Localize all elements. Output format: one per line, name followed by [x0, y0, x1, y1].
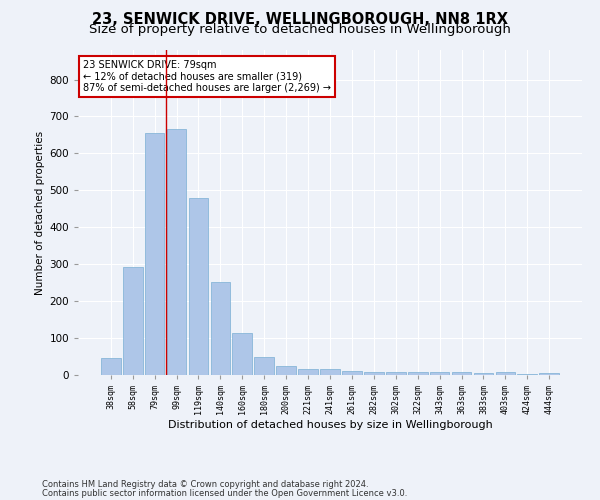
Bar: [123, 267, 143, 375]
Text: Contains HM Land Registry data © Crown copyright and database right 2024.: Contains HM Land Registry data © Crown c…: [42, 480, 368, 489]
Bar: [496, 372, 515, 375]
Bar: [539, 373, 559, 375]
Bar: [167, 130, 187, 375]
Bar: [101, 358, 121, 375]
Bar: [430, 372, 449, 375]
Bar: [342, 372, 362, 375]
Bar: [320, 370, 340, 375]
Bar: [452, 372, 472, 375]
X-axis label: Distribution of detached houses by size in Wellingborough: Distribution of detached houses by size …: [167, 420, 493, 430]
Bar: [145, 133, 164, 375]
Bar: [276, 366, 296, 375]
Bar: [408, 372, 428, 375]
Bar: [298, 370, 318, 375]
Text: Contains public sector information licensed under the Open Government Licence v3: Contains public sector information licen…: [42, 488, 407, 498]
Bar: [188, 198, 208, 375]
Text: 23, SENWICK DRIVE, WELLINGBOROUGH, NN8 1RX: 23, SENWICK DRIVE, WELLINGBOROUGH, NN8 1…: [92, 12, 508, 28]
Bar: [211, 282, 230, 375]
Bar: [232, 332, 252, 375]
Bar: [473, 373, 493, 375]
Text: 23 SENWICK DRIVE: 79sqm
← 12% of detached houses are smaller (319)
87% of semi-d: 23 SENWICK DRIVE: 79sqm ← 12% of detache…: [83, 60, 331, 93]
Bar: [364, 372, 384, 375]
Bar: [386, 372, 406, 375]
Text: Size of property relative to detached houses in Wellingborough: Size of property relative to detached ho…: [89, 22, 511, 36]
Bar: [517, 374, 537, 375]
Y-axis label: Number of detached properties: Number of detached properties: [35, 130, 45, 294]
Bar: [254, 356, 274, 375]
